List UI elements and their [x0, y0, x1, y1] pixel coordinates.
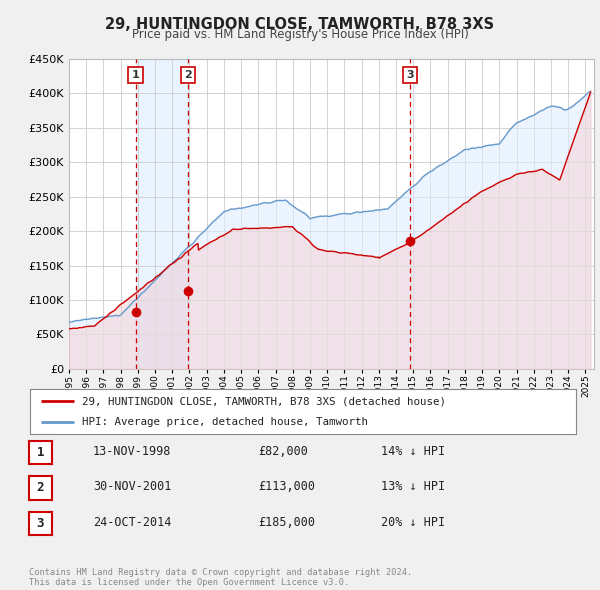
- Text: 1: 1: [37, 446, 44, 459]
- Text: £185,000: £185,000: [258, 516, 315, 529]
- Bar: [136, 59, 188, 369]
- Text: £82,000: £82,000: [258, 445, 308, 458]
- Text: 14% ↓ HPI: 14% ↓ HPI: [381, 445, 445, 458]
- Text: 29, HUNTINGDON CLOSE, TAMWORTH, B78 3XS: 29, HUNTINGDON CLOSE, TAMWORTH, B78 3XS: [106, 17, 494, 31]
- Text: 30-NOV-2001: 30-NOV-2001: [93, 480, 172, 493]
- Text: 20% ↓ HPI: 20% ↓ HPI: [381, 516, 445, 529]
- Text: 24-OCT-2014: 24-OCT-2014: [93, 516, 172, 529]
- Text: Contains HM Land Registry data © Crown copyright and database right 2024.
This d: Contains HM Land Registry data © Crown c…: [29, 568, 412, 587]
- Text: HPI: Average price, detached house, Tamworth: HPI: Average price, detached house, Tamw…: [82, 417, 368, 427]
- Text: 13-NOV-1998: 13-NOV-1998: [93, 445, 172, 458]
- Text: 3: 3: [406, 70, 414, 80]
- Text: 2: 2: [184, 70, 192, 80]
- Text: £113,000: £113,000: [258, 480, 315, 493]
- Text: 1: 1: [132, 70, 139, 80]
- Text: 3: 3: [37, 517, 44, 530]
- Text: Price paid vs. HM Land Registry's House Price Index (HPI): Price paid vs. HM Land Registry's House …: [131, 28, 469, 41]
- Text: 2: 2: [37, 481, 44, 494]
- Text: 29, HUNTINGDON CLOSE, TAMWORTH, B78 3XS (detached house): 29, HUNTINGDON CLOSE, TAMWORTH, B78 3XS …: [82, 396, 446, 407]
- Text: 13% ↓ HPI: 13% ↓ HPI: [381, 480, 445, 493]
